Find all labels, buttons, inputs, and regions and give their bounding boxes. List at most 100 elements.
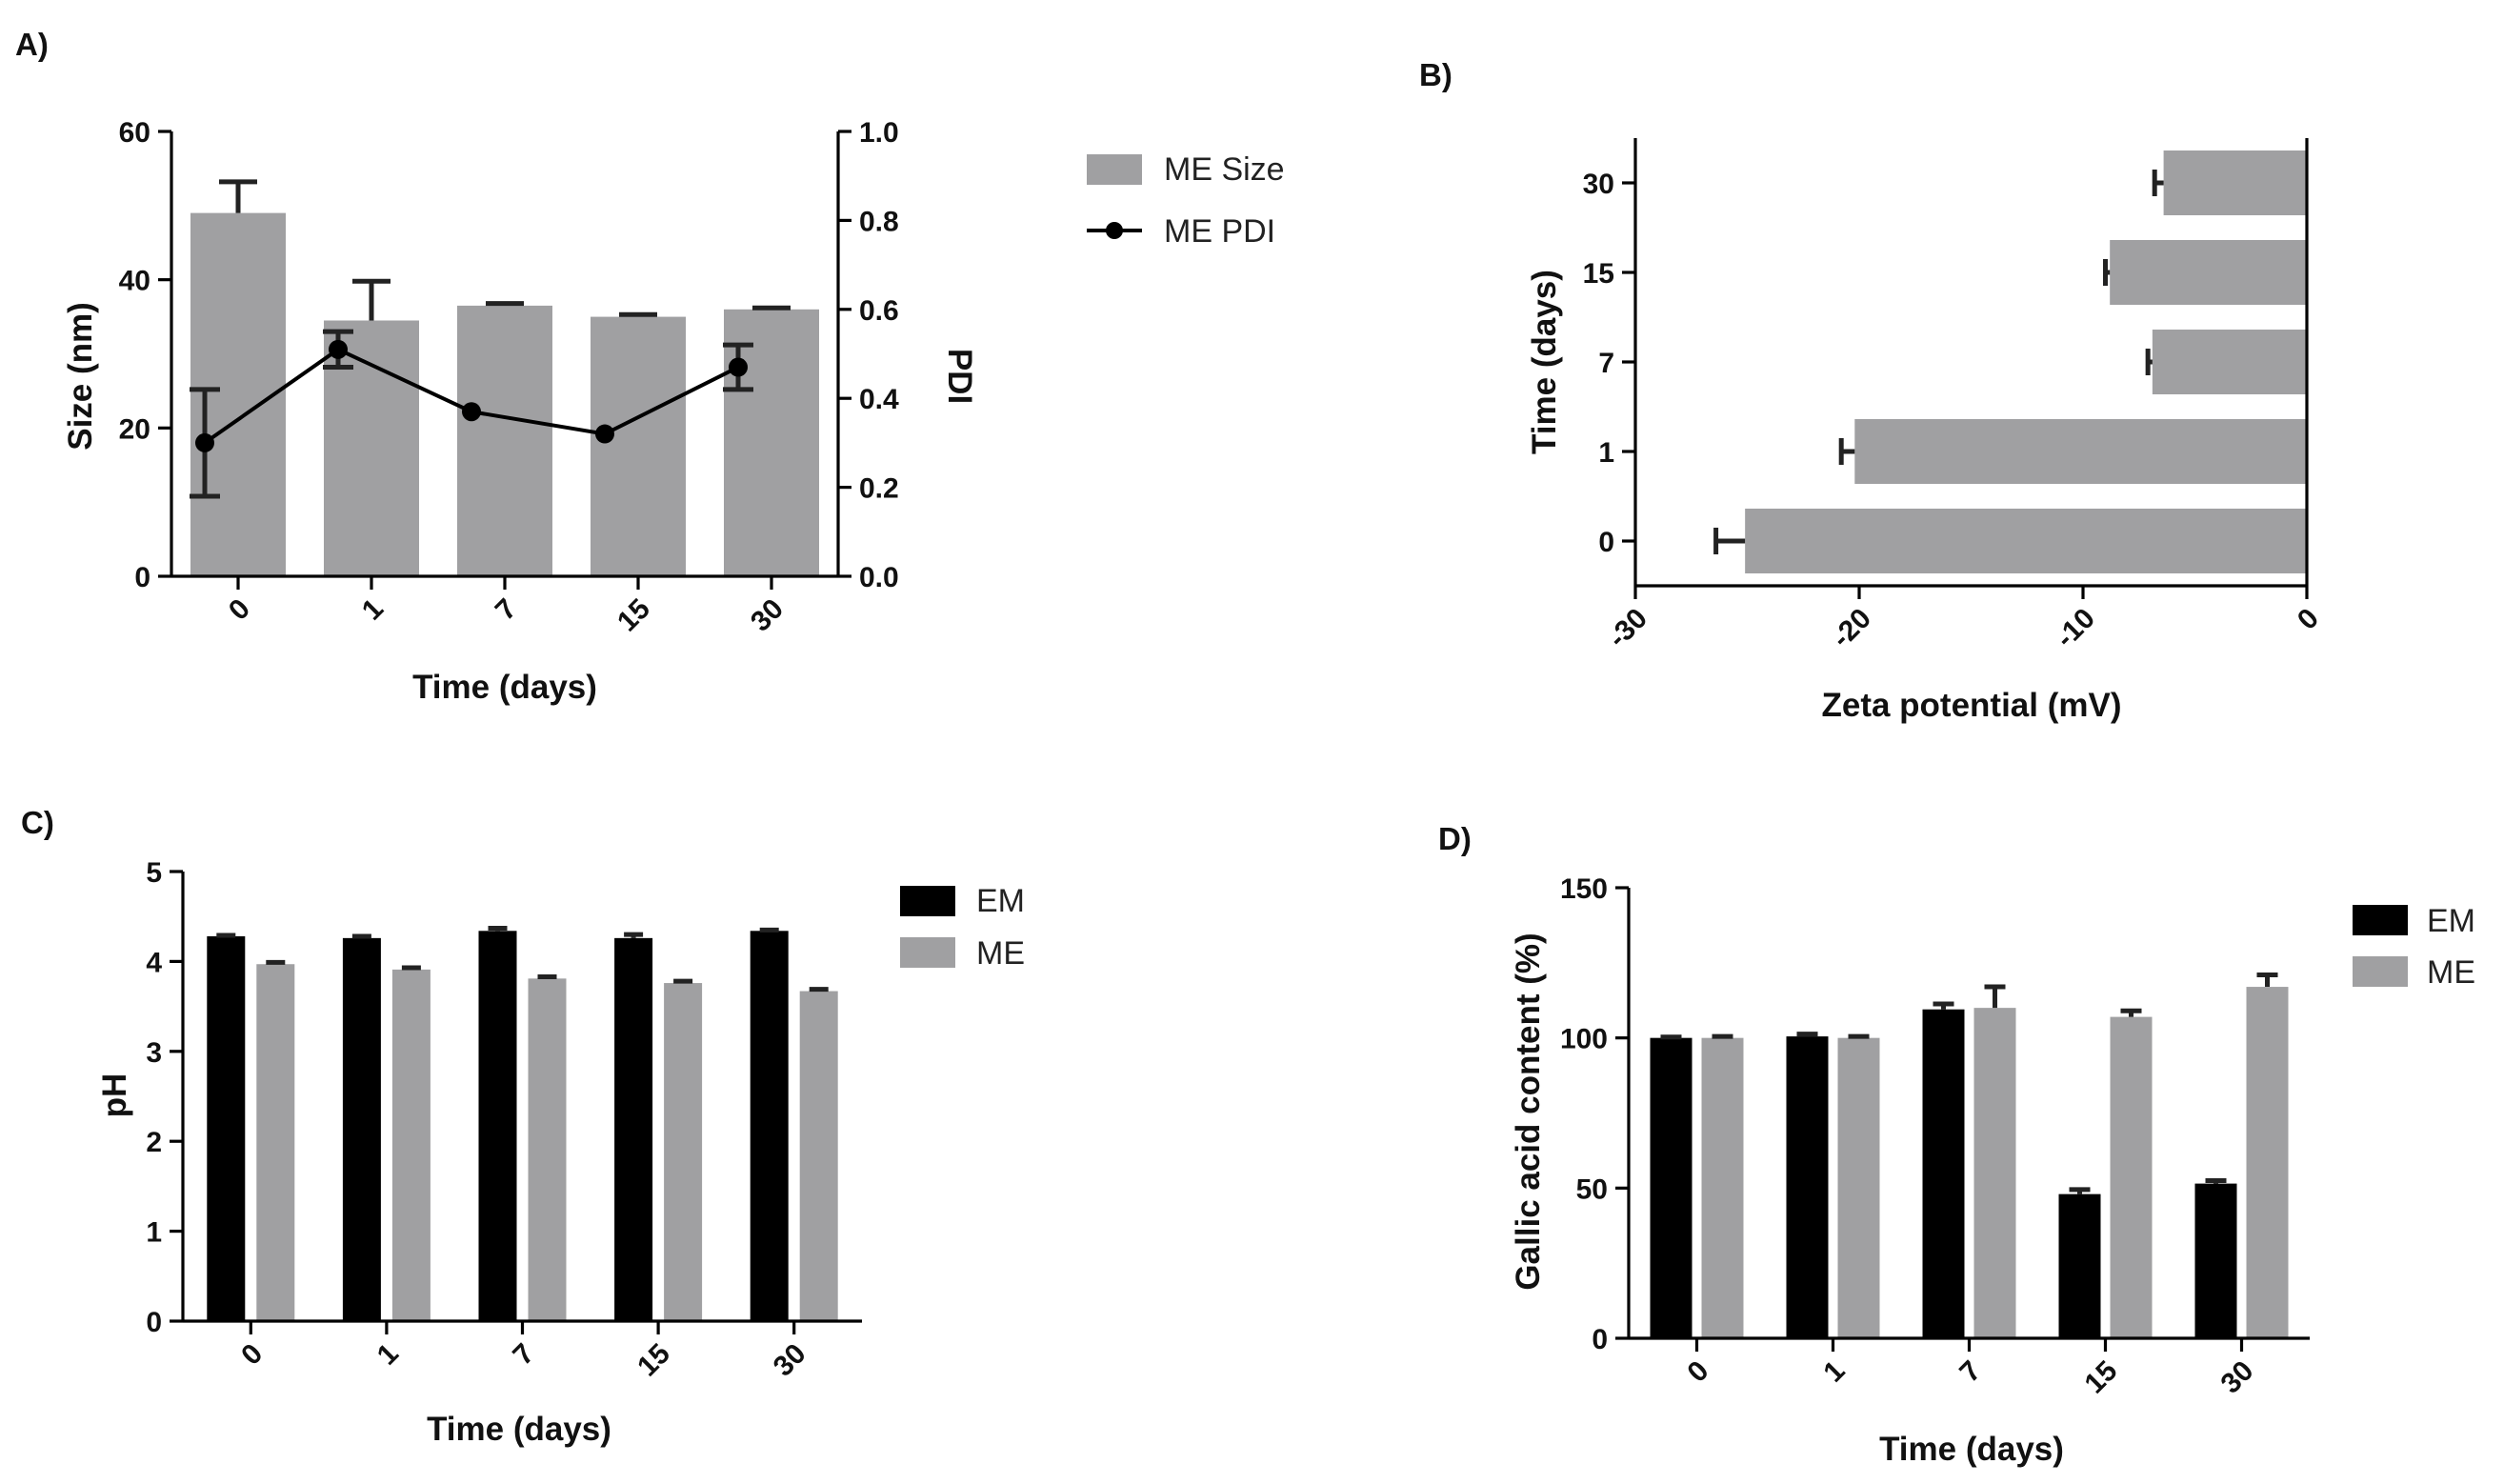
x-tick-label: 15	[611, 593, 656, 638]
error-bar	[537, 973, 557, 979]
y2-tick-label: 0.8	[859, 206, 899, 237]
legend-label-me-c: ME	[976, 935, 1025, 972]
pdi-point-1	[329, 339, 348, 359]
panel-c: C) 0 1 2 3 4 5 0 1 7 15 30 pH Time (days) EM ME	[21, 805, 1025, 1448]
bar-zeta-1	[1854, 419, 2307, 484]
size-error-bars	[219, 179, 791, 321]
panel-d-axes	[1615, 886, 2310, 1352]
x-axis-label-b: Zeta potential (mV)	[1821, 687, 2121, 724]
error-bar	[1713, 528, 1746, 554]
error-bar	[351, 933, 371, 939]
bar-em-0	[1650, 1037, 1693, 1338]
legend-swatch-me-c	[900, 937, 955, 968]
x-tick-label: -30	[1602, 603, 1653, 654]
bar-zeta-30	[2163, 150, 2307, 215]
error-bar	[1933, 1001, 1954, 1010]
y-tick-label: 7	[1598, 348, 1614, 379]
gallic-acid-bars	[1650, 987, 2289, 1338]
legend-marker-me-pdi	[1106, 222, 1123, 239]
y-tick-label: 60	[119, 117, 150, 149]
legend-c: EM ME	[900, 883, 1025, 972]
y-tick-label: 0	[1598, 527, 1614, 558]
bar-me-1	[391, 969, 431, 1321]
error-bar	[486, 301, 524, 307]
panel-a-label: A)	[15, 27, 49, 62]
error-bar	[1796, 1032, 1818, 1037]
panel-b: B) 0 1 7 15 30 -30 -20 -10 0 Time (days) Zeta po…	[1419, 57, 2325, 724]
bar-zeta-15	[2110, 240, 2307, 305]
bar-me-0	[256, 964, 295, 1321]
bar-me-1	[1837, 1037, 1880, 1338]
y2-tick-label: 1.0	[859, 117, 899, 149]
x-tick-label: 1	[1817, 1355, 1851, 1389]
y-tick-label: 20	[119, 413, 150, 445]
error-bar	[1838, 438, 1855, 465]
error-bar	[1848, 1033, 1870, 1039]
legend-label-me-pdi: ME PDI	[1164, 213, 1275, 250]
y-tick-label: 150	[1560, 873, 1608, 905]
error-bar	[2152, 170, 2164, 196]
y-axis-label-pdi: PDI	[941, 349, 978, 404]
error-bar	[2103, 259, 2111, 286]
bar-me-15	[2110, 1016, 2153, 1338]
gallic-acid-error-bars	[1660, 972, 2278, 1194]
y-axis-label-b: Time (days)	[1526, 270, 1563, 454]
error-bar	[352, 278, 391, 321]
legend-swatch-em-c	[900, 886, 955, 916]
legend-label-em-d: EM	[2427, 903, 2475, 939]
y-tick-label: 40	[119, 266, 150, 297]
y2-tick-label: 0.4	[859, 384, 899, 415]
x-tick-label: 1	[371, 1338, 405, 1372]
x-axis-label-a: Time (days)	[412, 669, 597, 706]
y-tick-label: 4	[146, 947, 162, 978]
panel-b-axes	[1622, 138, 2309, 599]
ph-error-bars	[216, 925, 829, 993]
y-tick-label: 15	[1583, 258, 1614, 290]
panel-a-axes	[158, 130, 851, 590]
x-axis-label-c: Time (days)	[427, 1411, 611, 1448]
x-tick-label: 30	[2215, 1355, 2260, 1400]
y-tick-label: 0	[1592, 1324, 1608, 1355]
x-tick-label: 0	[1681, 1355, 1714, 1389]
error-bar	[2120, 1008, 2142, 1017]
panel-b-label: B)	[1419, 57, 1452, 92]
pdi-point-0	[195, 432, 214, 452]
bar-zeta-7	[2152, 330, 2307, 394]
legend-swatch-me-size	[1087, 154, 1142, 185]
pdi-point-7	[462, 402, 481, 422]
x-tick-label: 15	[2079, 1355, 2124, 1400]
legend-d: EM ME	[2353, 903, 2475, 991]
x-tick-label: 30	[768, 1338, 812, 1383]
pdi-point-15	[595, 424, 614, 444]
zeta-error-bars	[1713, 170, 2164, 554]
legend-label-me-size: ME Size	[1164, 151, 1285, 188]
error-bar	[266, 959, 286, 965]
y2-tick-label: 0.2	[859, 473, 899, 505]
panel-c-label: C)	[21, 805, 54, 840]
bar-me-15	[664, 983, 703, 1321]
bar-em-7	[478, 931, 517, 1321]
y2-tick-label: 0.0	[859, 562, 899, 593]
x-tick-label: 0	[223, 593, 256, 627]
bar-me-30	[799, 991, 838, 1321]
y-tick-label: 3	[146, 1037, 162, 1069]
x-axis-label-d: Time (days)	[1879, 1431, 2064, 1468]
bar-em-7	[1922, 1009, 1965, 1338]
error-bar	[1984, 984, 2006, 1009]
x-tick-label: 0	[235, 1338, 269, 1372]
x-tick-label: -10	[2050, 603, 2101, 654]
panel-d: D) 0 50 100 150 0 1 7 15 30 Gallic acid content …	[1438, 821, 2475, 1468]
pdi-line	[190, 329, 753, 499]
bar-em-30	[750, 931, 789, 1321]
y-axis-label-size: Size (nm)	[62, 302, 99, 451]
bar-em-15	[2058, 1193, 2101, 1338]
ph-bars	[207, 931, 838, 1321]
x-tick-label: 7	[490, 593, 523, 627]
y-tick-label: 0	[146, 1307, 162, 1338]
legend-label-me-d: ME	[2427, 954, 2475, 991]
panel-d-label: D)	[1438, 821, 1472, 856]
y-axis-label-d: Gallic acid content (%)	[1510, 933, 1547, 1290]
x-tick-label: 7	[1953, 1355, 1987, 1389]
error-bar	[488, 925, 508, 932]
